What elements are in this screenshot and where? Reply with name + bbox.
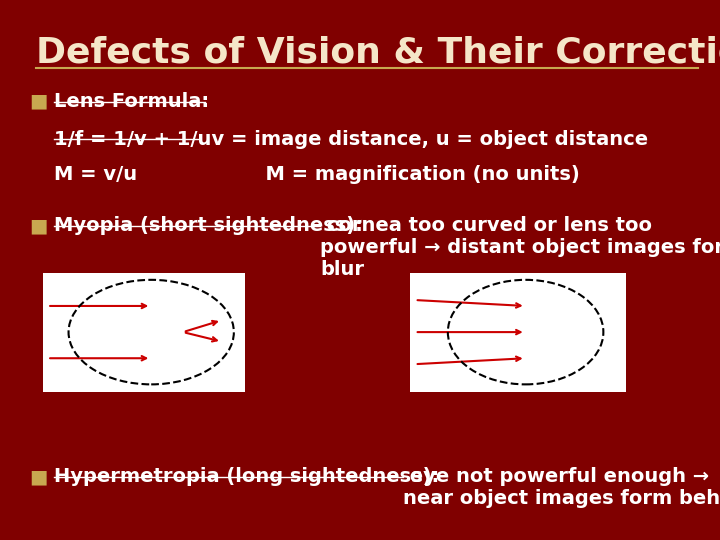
Bar [43,273,245,392]
Text: ■: ■ [29,92,48,111]
Text: Hypermetropia (long sightedness):: Hypermetropia (long sightedness): [54,467,439,486]
Text: Lens Formula:: Lens Formula: [54,92,209,111]
Text: cornea too curved or lens too
powerful → distant object images form in front of : cornea too curved or lens too powerful →… [320,216,720,279]
Text: M = v/u: M = v/u [54,165,137,184]
Text: v = image distance, u = object distance: v = image distance, u = object distance [198,130,648,148]
Text: 1/f = 1/v + 1/u: 1/f = 1/v + 1/u [54,130,212,148]
Text: M = magnification (no units): M = magnification (no units) [198,165,580,184]
Text: ■: ■ [29,216,48,235]
Text: Myopia (short sightedness):: Myopia (short sightedness): [54,216,363,235]
Text: Defects of Vision & Their Correction: Defects of Vision & Their Correction [36,35,720,69]
Text: ■: ■ [29,467,48,486]
Text: eye not powerful enough →
near object images form behind retina and blur: eye not powerful enough → near object im… [403,467,720,508]
Bar [410,273,626,392]
